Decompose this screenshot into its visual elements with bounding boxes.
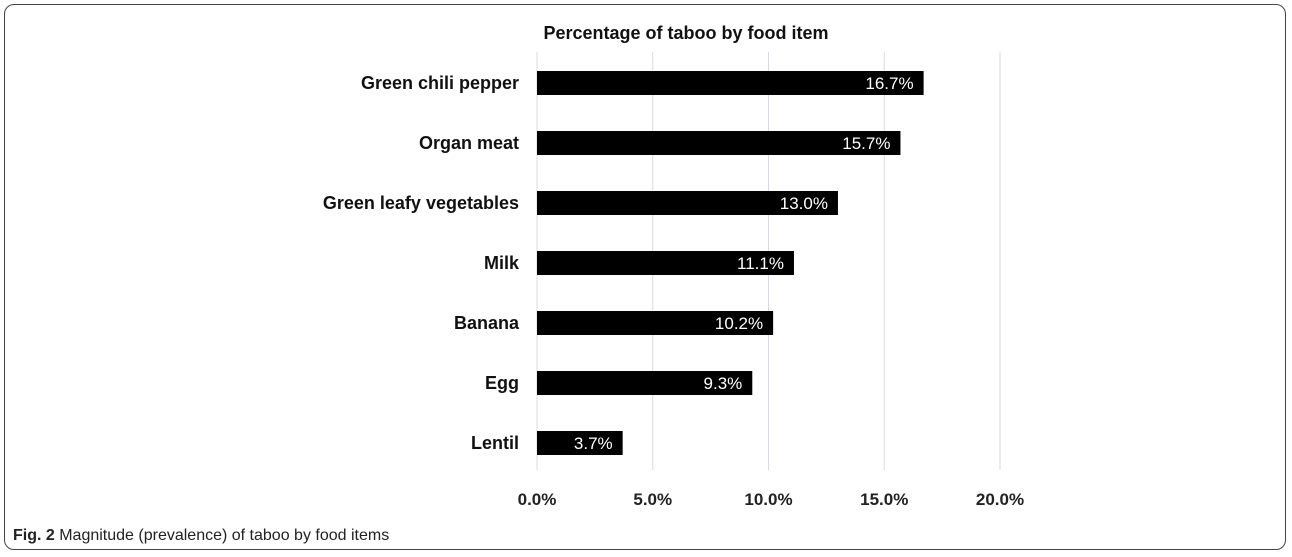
- category-label: Egg: [485, 373, 519, 393]
- x-tick-label: 0.0%: [518, 490, 557, 509]
- bars: 16.7% 15.7% 13.0% 11.1% 10.2% 9.3% 3.7%: [537, 71, 924, 455]
- data-label: 9.3%: [704, 374, 743, 393]
- x-tick-label: 5.0%: [633, 490, 672, 509]
- figure-frame: [4, 4, 1286, 550]
- category-label: Green leafy vegetables: [323, 193, 519, 213]
- figure-caption: Fig. 2 Magnitude (prevalence) of taboo b…: [13, 527, 389, 545]
- category-label: Green chili pepper: [361, 73, 519, 93]
- category-label: Organ meat: [419, 133, 519, 153]
- data-label: 13.0%: [780, 194, 828, 213]
- category-label: Banana: [454, 313, 520, 333]
- bar: [537, 131, 901, 155]
- data-label: 16.7%: [865, 74, 913, 93]
- x-tick-label: 20.0%: [976, 490, 1024, 509]
- chart-title: Percentage of taboo by food item: [543, 23, 828, 43]
- x-tick-label: 15.0%: [860, 490, 908, 509]
- category-label: Lentil: [471, 433, 519, 453]
- x-tick-labels: 0.0% 5.0% 10.0% 15.0% 20.0%: [518, 490, 1024, 509]
- caption-label: Fig. 2: [13, 527, 55, 544]
- category-label: Milk: [484, 253, 520, 273]
- category-labels: Green chili pepper Organ meat Green leafy …: [323, 73, 520, 453]
- x-tick-label: 10.0%: [744, 490, 792, 509]
- data-label: 3.7%: [574, 434, 613, 453]
- caption-text: Magnitude (prevalence) of taboo by food …: [54, 527, 390, 544]
- bar: [537, 311, 774, 335]
- bar: [537, 71, 924, 95]
- bar: [537, 371, 753, 395]
- bar: [537, 191, 838, 215]
- data-label: 10.2%: [715, 314, 763, 333]
- bar: [537, 251, 794, 275]
- bar: [537, 431, 623, 455]
- data-label: 11.1%: [737, 254, 784, 273]
- data-label: 15.7%: [842, 134, 890, 153]
